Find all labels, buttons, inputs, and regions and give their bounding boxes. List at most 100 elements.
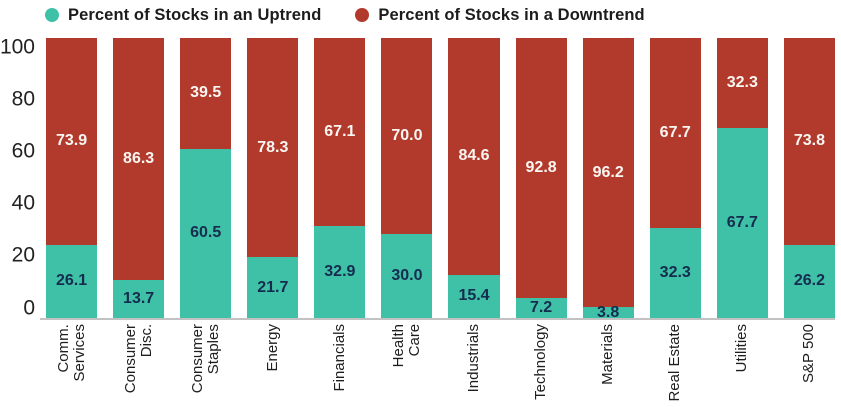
downtrend-segment: 70.0 [381, 38, 433, 234]
x-axis-label-real-estate: Real Estate [666, 324, 684, 402]
legend: Percent of Stocks in an Uptrend Percent … [45, 2, 645, 28]
uptrend-value-label: 26.1 [55, 272, 88, 290]
downtrend-value-label: 92.8 [525, 158, 557, 176]
downtrend-segment: 32.3 [716, 38, 768, 129]
legend-item-uptrend: Percent of Stocks in an Uptrend [45, 6, 321, 25]
uptrend-value-label: 67.7 [726, 214, 758, 232]
uptrend-value-label: 3.8 [597, 303, 620, 321]
y-tick-label-40: 40 [11, 191, 35, 215]
bar-column-consumer-staples: 39.5 60.5 [180, 38, 232, 318]
x-axis-labels: Comm. Services Consumer Disc. Consumer Sta… [46, 324, 835, 407]
x-axis-label-comm-services: Comm. Services [54, 324, 88, 382]
bar-column-real-estate: 67.7 32.3 [649, 38, 701, 318]
x-axis-label-cell: Energy [247, 324, 298, 407]
downtrend-value-label: 39.5 [190, 84, 222, 102]
x-axis-label-s-p-500: S&P 500 [800, 324, 818, 383]
downtrend-value-label: 73.9 [55, 132, 88, 150]
downtrend-segment: 67.1 [314, 38, 366, 226]
bar-column-materials: 96.2 3.8 [582, 38, 634, 321]
uptrend-value-label: 26.2 [793, 272, 825, 290]
x-axis-label-cell: Financials [314, 324, 365, 407]
uptrend-segment: 13.7 [113, 279, 165, 318]
x-axis-label-energy: Energy [263, 324, 281, 372]
x-axis-label-cell: Consumer Disc. [113, 324, 164, 407]
downtrend-segment: 73.9 [46, 38, 98, 245]
downtrend-segment: 78.3 [247, 38, 299, 258]
uptrend-segment: 3.8 [582, 303, 634, 321]
downtrend-segment: 92.8 [515, 38, 567, 298]
y-tick-label-60: 60 [11, 139, 35, 163]
x-axis-label-cell: Health Care [381, 324, 432, 407]
x-axis-label-health-care: Health Care [389, 324, 423, 368]
bar-column-s-p-500: 73.8 26.2 [783, 38, 835, 318]
uptrend-segment: 32.9 [314, 225, 366, 318]
bar-column-energy: 78.3 21.7 [247, 38, 299, 318]
downtrend-legend-dot-icon [355, 8, 370, 22]
uptrend-value-label: 7.2 [529, 298, 553, 316]
x-axis-label-cell: Technology [516, 324, 567, 407]
uptrend-segment: 67.7 [716, 128, 768, 318]
x-axis-label-consumer-staples: Consumer Staples [188, 324, 222, 394]
uptrend-value-label: 13.7 [123, 289, 155, 307]
downtrend-segment: 96.2 [582, 38, 634, 308]
plot-area: 73.9 26.1 86.3 13.7 39.5 60.5 78.3 21.7 67.1 32.9… [46, 38, 835, 321]
uptrend-value-label: 32.3 [659, 263, 691, 281]
bar-column-consumer-disc: 86.3 13.7 [113, 38, 165, 318]
x-axis-label-materials: Materials [599, 324, 617, 385]
x-axis-label-cell: Utilities [717, 324, 768, 407]
uptrend-segment: 32.3 [649, 227, 701, 318]
y-tick-label-0: 0 [23, 296, 35, 319]
uptrend-segment: 21.7 [247, 257, 299, 318]
bar-column-comm-services: 73.9 26.1 [46, 38, 98, 318]
downtrend-legend-label: Percent of Stocks in a Downtrend [378, 5, 645, 24]
bar-column-utilities: 32.3 67.7 [716, 38, 768, 318]
downtrend-segment: 67.7 [649, 38, 701, 228]
uptrend-value-label: 32.9 [324, 262, 356, 280]
y-tick-label-80: 80 [11, 87, 35, 111]
downtrend-value-label: 78.3 [257, 138, 289, 156]
x-axis-label-cell: S&P 500 [784, 324, 835, 407]
downtrend-value-label: 70.0 [391, 127, 423, 144]
downtrend-value-label: 67.1 [324, 122, 356, 140]
x-axis-label-financials: Financials [330, 324, 348, 392]
x-axis-label-cell: Comm. Services [46, 324, 97, 407]
x-axis-label-technology: Technology [532, 324, 550, 400]
downtrend-segment: 86.3 [113, 38, 165, 280]
downtrend-value-label: 67.7 [659, 123, 691, 141]
x-axis-label-industrials: Industrials [465, 324, 482, 393]
uptrend-legend-dot-icon [45, 8, 59, 22]
uptrend-legend-label: Percent of Stocks in an Uptrend [68, 5, 322, 24]
downtrend-segment: 73.8 [783, 38, 835, 245]
downtrend-segment: 84.6 [448, 38, 500, 275]
downtrend-value-label: 96.2 [592, 163, 624, 181]
uptrend-segment: 7.2 [515, 297, 567, 318]
uptrend-segment: 15.4 [448, 274, 500, 318]
x-axis-label-cell: Materials [583, 324, 634, 407]
bar-column-health-care: 70.0 30.0 [381, 38, 433, 318]
uptrend-value-label: 30.0 [391, 267, 423, 284]
x-axis-line [40, 318, 835, 320]
downtrend-segment: 39.5 [180, 38, 232, 149]
y-axis: 0 20 40 60 80 100 [0, 0, 37, 407]
uptrend-value-label: 15.4 [458, 287, 490, 305]
bar-column-technology: 92.8 7.2 [515, 38, 567, 318]
legend-item-downtrend: Percent of Stocks in a Downtrend [355, 5, 645, 25]
downtrend-value-label: 73.8 [793, 132, 825, 150]
y-tick-label-100: 100 [0, 35, 35, 58]
x-axis-label-utilities: Utilities [733, 324, 751, 373]
x-axis-label-consumer-disc: Consumer Disc. [121, 324, 155, 394]
downtrend-value-label: 86.3 [123, 149, 155, 167]
uptrend-segment: 30.0 [381, 234, 433, 318]
uptrend-value-label: 60.5 [190, 224, 222, 242]
uptrend-segment: 26.1 [46, 244, 98, 318]
uptrend-segment: 26.2 [783, 244, 835, 318]
x-axis-label-cell: Industrials [448, 324, 499, 407]
downtrend-value-label: 32.3 [726, 74, 758, 92]
bar-column-financials: 67.1 32.9 [314, 38, 366, 318]
x-axis-label-cell: Consumer Staples [180, 324, 231, 407]
bar-column-industrials: 84.6 15.4 [448, 38, 500, 318]
uptrend-value-label: 21.7 [257, 278, 289, 296]
y-tick-label-20: 20 [11, 243, 35, 267]
downtrend-value-label: 84.6 [458, 147, 490, 165]
